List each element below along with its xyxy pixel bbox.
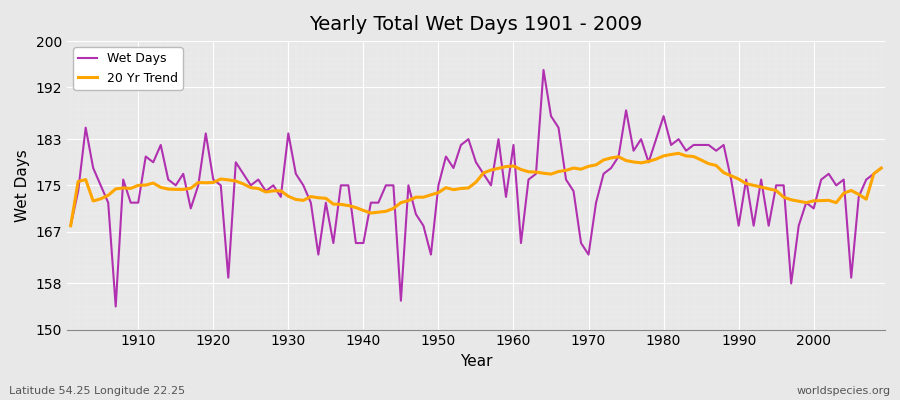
Text: worldspecies.org: worldspecies.org — [796, 386, 891, 396]
Wet Days — [133, 200, 144, 205]
Wet Days — [538, 68, 549, 72]
Wet Days — [613, 154, 624, 159]
Wet Days — [111, 304, 122, 309]
Wet Days — [66, 223, 77, 228]
Y-axis label: Wet Days: Wet Days — [15, 149, 30, 222]
20 Yr Trend — [876, 166, 886, 170]
Line: Wet Days: Wet Days — [71, 70, 881, 306]
Line: 20 Yr Trend: 20 Yr Trend — [71, 153, 881, 226]
20 Yr Trend — [500, 164, 511, 169]
Text: Latitude 54.25 Longitude 22.25: Latitude 54.25 Longitude 22.25 — [9, 386, 185, 396]
20 Yr Trend — [508, 164, 519, 168]
Wet Days — [516, 241, 526, 246]
20 Yr Trend — [598, 158, 609, 162]
20 Yr Trend — [291, 197, 302, 202]
Wet Days — [876, 166, 886, 170]
Wet Days — [343, 183, 354, 188]
Legend: Wet Days, 20 Yr Trend: Wet Days, 20 Yr Trend — [73, 47, 183, 90]
20 Yr Trend — [336, 202, 346, 207]
20 Yr Trend — [66, 223, 77, 228]
20 Yr Trend — [673, 151, 684, 156]
X-axis label: Year: Year — [460, 354, 492, 369]
20 Yr Trend — [125, 186, 136, 191]
Wet Days — [298, 183, 309, 188]
Title: Yearly Total Wet Days 1901 - 2009: Yearly Total Wet Days 1901 - 2009 — [310, 15, 643, 34]
Wet Days — [508, 142, 519, 147]
